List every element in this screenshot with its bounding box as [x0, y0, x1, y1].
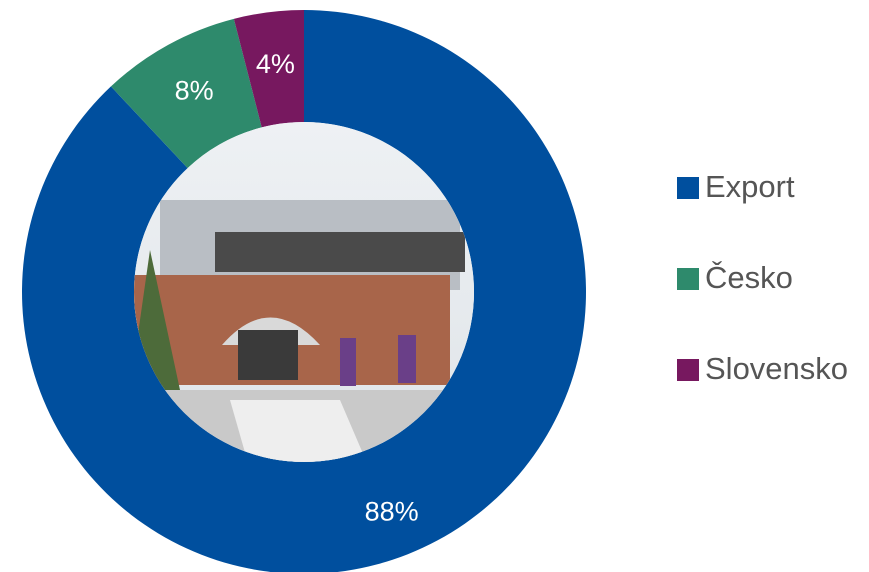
donut-slice — [233, 9, 304, 128]
legend-swatch — [677, 177, 699, 199]
legend-label: Export — [705, 169, 795, 204]
legend-swatch — [677, 268, 699, 290]
value-label: 8% — [175, 75, 214, 105]
legend-swatch — [677, 359, 699, 381]
value-label: 88% — [365, 496, 419, 526]
value-label: 4% — [256, 49, 295, 79]
donut-slice — [110, 18, 262, 169]
legend-label: Česko — [705, 260, 793, 295]
donut-slice — [22, 10, 586, 572]
legend-label: Slovensko — [705, 351, 848, 386]
center-photo — [134, 122, 474, 462]
